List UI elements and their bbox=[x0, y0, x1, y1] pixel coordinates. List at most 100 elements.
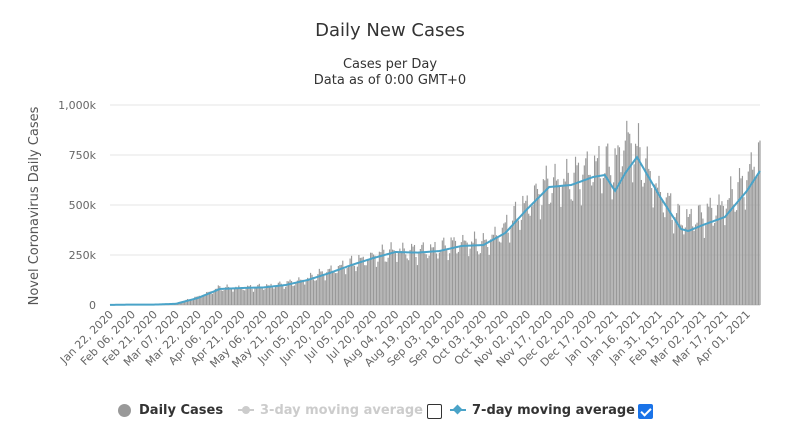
daily-cases-bar bbox=[282, 284, 284, 305]
daily-cases-bar bbox=[634, 143, 637, 305]
daily-cases-bar bbox=[381, 244, 383, 305]
daily-cases-bar bbox=[637, 123, 640, 305]
daily-cases-bar bbox=[757, 142, 760, 305]
daily-cases-bar bbox=[624, 140, 626, 305]
daily-cases-bar bbox=[684, 227, 686, 305]
daily-cases-bar bbox=[714, 222, 716, 305]
daily-cases-bar bbox=[621, 166, 623, 305]
daily-cases-bar bbox=[664, 217, 666, 305]
chart-title: Daily New Cases bbox=[315, 20, 465, 41]
daily-cases-bar bbox=[599, 178, 602, 305]
daily-cases-bar bbox=[485, 239, 487, 305]
daily-cases-bar bbox=[288, 281, 290, 305]
daily-cases-bar bbox=[579, 189, 581, 305]
daily-cases-bar bbox=[529, 215, 531, 305]
daily-cases-bar bbox=[226, 284, 228, 305]
daily-cases-bar bbox=[270, 283, 272, 305]
daily-cases-bar bbox=[692, 226, 694, 305]
daily-cases-bar bbox=[687, 216, 689, 305]
daily-cases-bar bbox=[421, 244, 423, 305]
daily-cases-bar bbox=[749, 164, 751, 305]
daily-cases-bar bbox=[329, 268, 331, 305]
daily-cases-bar bbox=[702, 218, 704, 305]
legend-item-daily-cases[interactable]: Daily Cases bbox=[118, 398, 223, 422]
daily-cases-bar bbox=[362, 256, 364, 305]
daily-cases-bar bbox=[305, 280, 307, 305]
daily-cases-bar bbox=[233, 288, 236, 305]
daily-cases-bar bbox=[348, 265, 350, 305]
daily-cases-bar bbox=[633, 164, 635, 305]
toggle-3day-checkbox[interactable] bbox=[427, 404, 442, 419]
daily-cases-bar bbox=[735, 210, 738, 305]
daily-cases-bar bbox=[219, 286, 221, 305]
daily-cases-bar bbox=[583, 165, 585, 305]
daily-cases-bar bbox=[475, 238, 477, 305]
daily-cases-bar bbox=[572, 200, 574, 305]
daily-cases-bar bbox=[340, 264, 342, 305]
daily-cases-bar bbox=[469, 248, 471, 305]
legend-7day-line-icon bbox=[450, 404, 466, 415]
daily-cases-bar bbox=[574, 156, 577, 305]
daily-cases-bar bbox=[532, 204, 534, 305]
daily-cases-bar bbox=[220, 290, 222, 305]
daily-cases-bar bbox=[614, 148, 616, 305]
daily-cases-bar bbox=[409, 249, 411, 305]
daily-cases-bar bbox=[495, 235, 498, 305]
daily-cases-bar bbox=[394, 253, 397, 305]
daily-cases-bar bbox=[517, 220, 520, 305]
daily-cases-bar bbox=[457, 251, 460, 305]
daily-cases-bar bbox=[538, 194, 540, 305]
y-axis-label: Novel Coronavirus Daily Cases bbox=[27, 106, 42, 305]
daily-cases-bar bbox=[223, 289, 225, 305]
daily-cases-bar bbox=[327, 269, 329, 305]
daily-cases-bar bbox=[197, 296, 199, 305]
daily-cases-bar bbox=[728, 198, 730, 305]
moving-average-lines bbox=[109, 155, 761, 306]
daily-cases-bar bbox=[491, 234, 493, 305]
daily-cases-bar bbox=[312, 279, 315, 305]
daily-cases-bar bbox=[254, 288, 256, 305]
daily-cases-bar bbox=[389, 249, 391, 305]
daily-cases-bar bbox=[473, 231, 476, 305]
daily-cases-bar bbox=[659, 192, 662, 305]
daily-cases-bar bbox=[608, 166, 610, 305]
daily-cases-bar bbox=[678, 205, 681, 305]
legend-item-7day[interactable]: 7-day moving average bbox=[450, 398, 635, 422]
daily-cases-bar bbox=[695, 224, 697, 305]
daily-cases-bar bbox=[359, 257, 361, 305]
daily-cases-bar bbox=[307, 277, 309, 305]
daily-cases-bar bbox=[747, 171, 749, 305]
daily-cases-bar bbox=[334, 273, 337, 305]
daily-cases-bar bbox=[248, 286, 250, 305]
daily-cases-bar bbox=[462, 234, 464, 305]
toggle-7day-checkbox[interactable] bbox=[638, 404, 653, 419]
daily-cases-bar bbox=[498, 241, 500, 305]
legend-label: 7-day moving average bbox=[472, 402, 635, 418]
daily-cases-bar bbox=[596, 158, 599, 305]
daily-cases-bar bbox=[444, 245, 446, 305]
daily-cases-bar bbox=[649, 171, 651, 305]
daily-cases-bar bbox=[285, 286, 287, 305]
daily-cases-bar bbox=[591, 185, 593, 305]
daily-cases-bar bbox=[646, 146, 648, 305]
daily-cases-bar bbox=[405, 254, 407, 305]
daily-cases-bar bbox=[365, 265, 367, 305]
daily-cases-bar bbox=[632, 182, 634, 305]
daily-cases-bar bbox=[403, 248, 405, 305]
daily-cases-bar bbox=[512, 220, 514, 305]
daily-cases-bar bbox=[560, 206, 562, 305]
daily-cases-bar bbox=[301, 279, 303, 305]
daily-cases-bar bbox=[267, 285, 269, 305]
y-tick-label: 1,000k bbox=[58, 99, 96, 112]
daily-cases-bar bbox=[719, 205, 722, 305]
daily-cases-bar bbox=[712, 225, 714, 305]
daily-cases-bar bbox=[309, 272, 312, 305]
daily-cases-bar bbox=[320, 271, 322, 305]
daily-cases-bar bbox=[367, 260, 369, 305]
daily-cases-bar bbox=[605, 146, 607, 305]
legend-item-3day[interactable]: 3-day moving average bbox=[238, 398, 423, 422]
daily-cases-bar bbox=[206, 292, 208, 305]
daily-cases-bar bbox=[696, 222, 698, 305]
daily-cases-bar bbox=[466, 242, 468, 305]
daily-cases-bar bbox=[258, 283, 260, 305]
